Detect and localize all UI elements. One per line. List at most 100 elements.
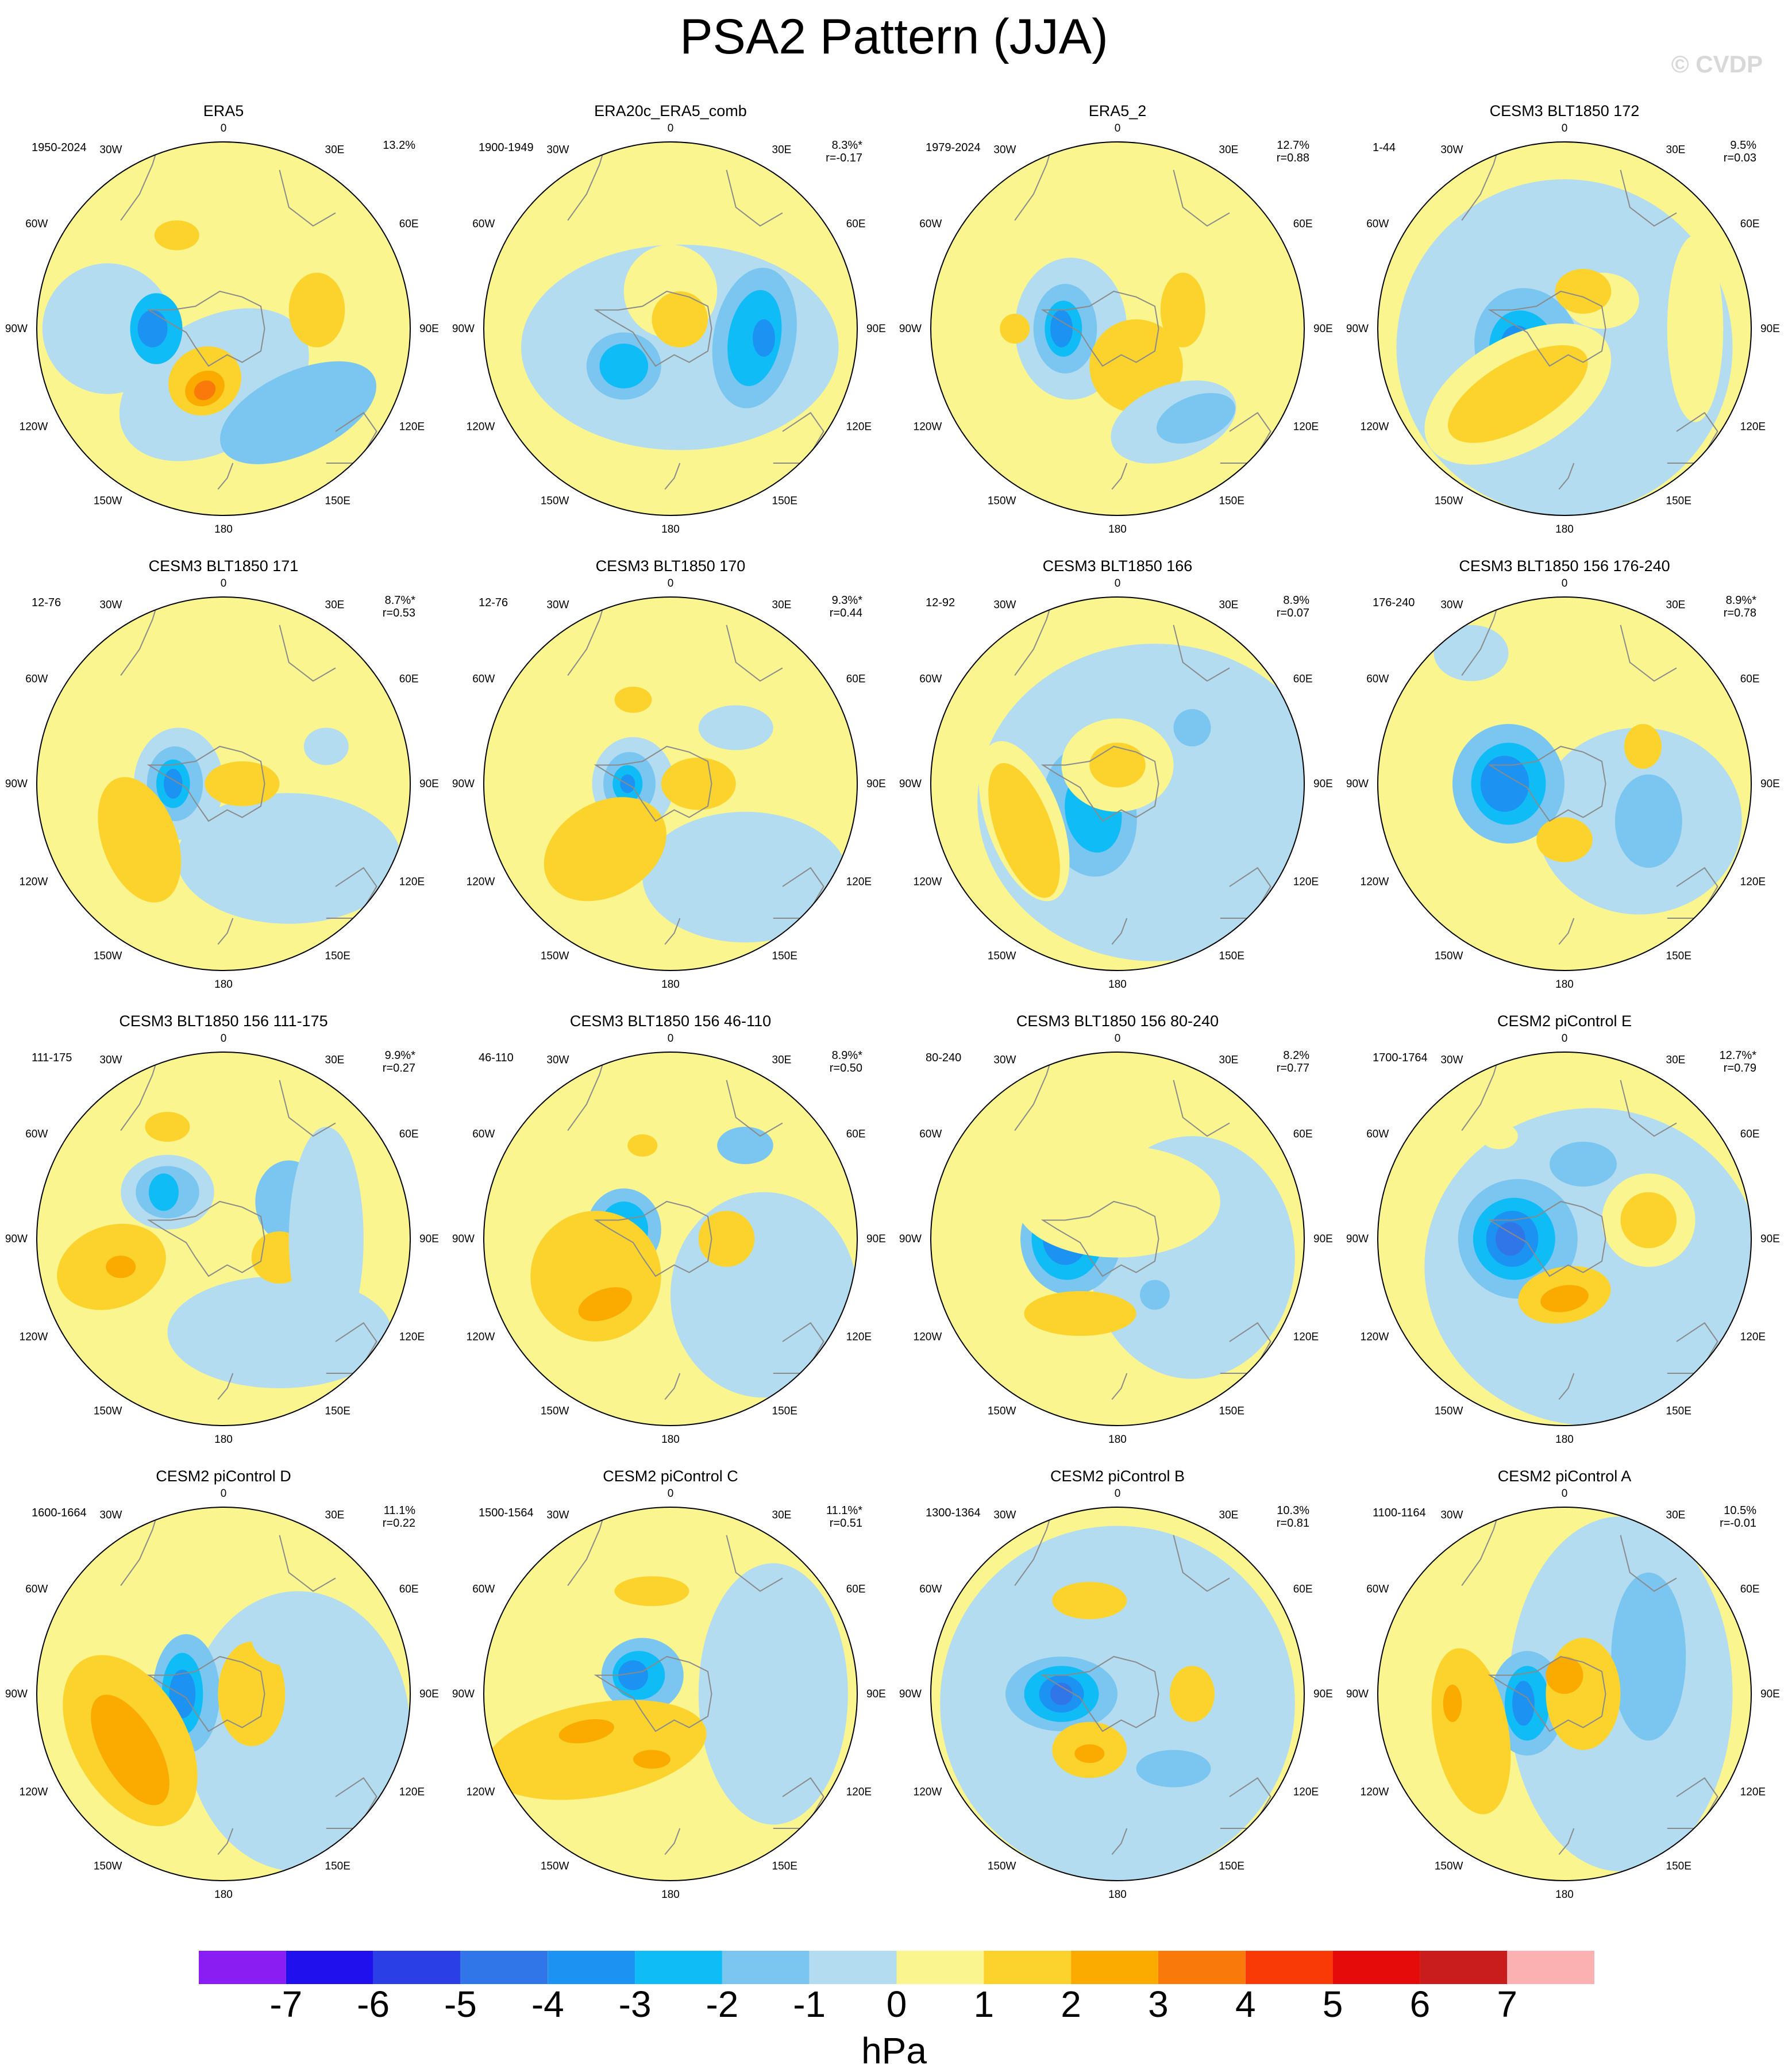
longitude-label: 150W <box>94 495 122 507</box>
longitude-label: 90E <box>1760 1688 1780 1700</box>
contour-region <box>1089 742 1146 788</box>
australia-coastline <box>1220 866 1271 919</box>
longitude-label: 90E <box>1760 1233 1780 1245</box>
longitude-label: 30W <box>1440 1054 1463 1066</box>
contour-region <box>169 1669 196 1719</box>
longitude-label: 60E <box>1740 1584 1760 1596</box>
longitude-label: 180 <box>661 523 680 536</box>
panel-title: CESM2 piControl E <box>1497 1012 1632 1030</box>
longitude-label: 150E <box>1219 1861 1244 1873</box>
contour-region <box>251 1609 326 1666</box>
longitude-label: 120E <box>846 421 872 433</box>
panel-title: CESM2 piControl C <box>603 1468 738 1485</box>
longitude-label: 90W <box>5 323 28 335</box>
longitude-label: 150E <box>325 1861 350 1873</box>
contour-region <box>698 705 773 750</box>
longitude-label: 30W <box>99 1054 122 1066</box>
panel-title: CESM3 BLT1850 172 <box>1489 102 1640 120</box>
longitude-label: 180 <box>214 523 233 536</box>
longitude-label: 60E <box>846 1129 866 1141</box>
longitude-label: 60W <box>1366 1129 1389 1141</box>
africa-coastline <box>726 625 783 682</box>
longitude-label: 120E <box>846 876 872 888</box>
contour-region <box>145 1112 190 1142</box>
contour-region <box>698 1211 755 1267</box>
longitude-label: 150E <box>1666 1405 1691 1418</box>
contour-region <box>98 777 182 903</box>
new-zealand-coastline <box>1111 463 1128 490</box>
map-border <box>36 141 411 516</box>
longitude-label: 60W <box>472 1584 495 1596</box>
longitude-label: 60W <box>1366 673 1389 685</box>
colorbar-swatch <box>1071 1951 1158 1984</box>
longitude-label: 90E <box>1760 323 1780 335</box>
panel-years: 1950-2024 <box>32 141 87 154</box>
antarctica-coastline <box>147 745 265 822</box>
contour-region <box>599 344 649 388</box>
contour-region <box>1434 625 1509 681</box>
colorbar-swatch <box>1420 1951 1508 1984</box>
colorbar-swatch <box>984 1951 1072 1984</box>
polar-map: 0 30E 60E 90E 120E 150E 180 150W 120W 90W 60W 30W <box>5 577 439 991</box>
antarctica-coastline <box>1041 745 1159 822</box>
longitude-label: 30W <box>1440 1509 1463 1521</box>
panel-stats: 8.7%* r=0.53 <box>382 594 415 619</box>
longitude-label: 0 <box>1562 1033 1568 1045</box>
contour-region <box>288 272 345 348</box>
contour-region <box>1495 1222 1525 1256</box>
longitude-label: 120W <box>1361 1331 1389 1343</box>
contour-region <box>194 380 216 400</box>
longitude-label: 180 <box>214 1434 233 1446</box>
africa-coastline <box>1620 170 1677 227</box>
new-zealand-coastline <box>1111 1828 1128 1855</box>
polar-map: 0 30E 60E 90E 120E 150E 180 150W 120W 90W 60W 30W <box>899 577 1333 991</box>
contour-region <box>633 1750 670 1769</box>
longitude-label: 120W <box>1361 876 1389 888</box>
longitude-label: 60E <box>1293 218 1313 230</box>
longitude-label: 0 <box>1115 1033 1121 1045</box>
longitude-label: 0 <box>1562 1488 1568 1500</box>
polar-map: 0 30E 60E 90E 120E 150E 180 150W 120W 90W 60W 30W <box>899 1488 1333 1901</box>
map-panel: CESM3 BLT1850 172 1-44 9.5% r=0.03 0 30E 60E 9… <box>1341 100 1788 555</box>
longitude-label: 90E <box>419 1688 439 1700</box>
colorbar-swatch <box>722 1951 810 1984</box>
panel-title: CESM2 piControl B <box>1050 1468 1185 1485</box>
longitude-label: 90E <box>1313 778 1333 790</box>
longitude-label: 30W <box>993 599 1016 611</box>
panel-years: 1900-1949 <box>479 141 534 154</box>
panel-stats: 10.5% r=-0.01 <box>1720 1504 1756 1530</box>
longitude-label: 0 <box>1115 1488 1121 1500</box>
australia-coastline <box>1667 411 1718 464</box>
panel-title: CESM3 BLT1850 156 80-240 <box>1016 1012 1219 1030</box>
longitude-label: 30W <box>1440 144 1463 156</box>
longitude-label: 120E <box>1293 876 1319 888</box>
longitude-label: 180 <box>661 979 680 991</box>
longitude-label: 150W <box>94 1861 122 1873</box>
longitude-label: 60E <box>1740 673 1760 685</box>
antarctica-coastline <box>1488 1200 1606 1277</box>
longitude-label: 150E <box>1666 495 1691 507</box>
longitude-label: 180 <box>214 1889 233 1901</box>
new-zealand-coastline <box>664 463 681 490</box>
colorbar-tick-label: -7 <box>269 1984 302 2025</box>
panel-years: 1300-1364 <box>926 1507 981 1519</box>
australia-coastline <box>773 1777 824 1829</box>
longitude-label: 90W <box>5 1233 28 1245</box>
contour-region <box>1611 1572 1686 1741</box>
longitude-label: 120W <box>1361 421 1389 433</box>
longitude-label: 60E <box>846 218 866 230</box>
longitude-label: 150E <box>772 950 797 962</box>
longitude-label: 150W <box>1435 950 1463 962</box>
longitude-label: 120W <box>20 1786 48 1798</box>
longitude-label: 150W <box>1435 1405 1463 1418</box>
contour-region <box>106 1255 136 1278</box>
longitude-label: 150E <box>772 1861 797 1873</box>
panel-stats: 10.3% r=0.81 <box>1276 1504 1309 1530</box>
contour-region <box>652 291 708 348</box>
panel-stats: 13.2% <box>383 139 415 152</box>
colorbar-swatch <box>199 1951 286 1984</box>
panel-years: 1700-1764 <box>1373 1052 1428 1064</box>
longitude-label: 150W <box>541 495 569 507</box>
contour-region <box>1540 1285 1589 1312</box>
map-panel: CESM3 BLT1850 156 46-110 46-110 8.9%* r=0.… <box>447 1010 894 1465</box>
